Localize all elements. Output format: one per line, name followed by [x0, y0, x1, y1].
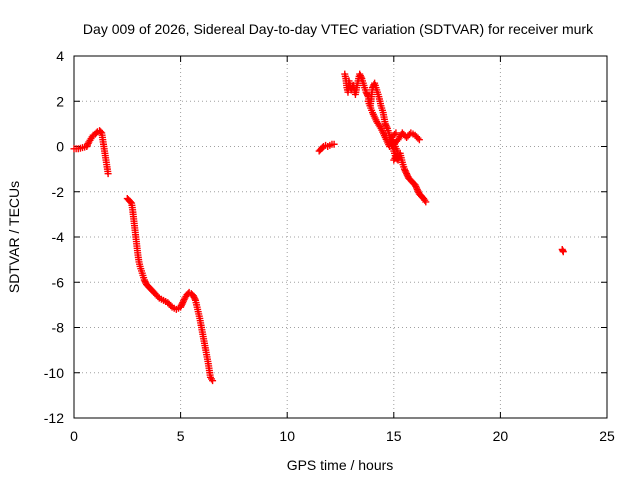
- y-tick-label: -8: [52, 320, 65, 336]
- data-point: [383, 123, 391, 131]
- data-point: [126, 198, 134, 206]
- data-point: [208, 375, 216, 383]
- plot-frame: [73, 55, 608, 419]
- y-tick-label: -10: [44, 365, 64, 381]
- axis-ticks: [73, 55, 608, 419]
- y-tick-label: -12: [44, 410, 64, 426]
- y-tick-label: -2: [52, 184, 65, 200]
- data-point: [97, 128, 105, 136]
- x-tick-label: 15: [386, 428, 402, 444]
- x-tick-label: 0: [70, 428, 78, 444]
- data-point: [391, 130, 399, 138]
- grid-lines: [74, 56, 607, 418]
- data-point: [209, 377, 217, 385]
- data-points: [70, 70, 567, 385]
- y-tick-labels: -12 -10 -8 -6 -4 -2 0 2 4: [44, 48, 64, 426]
- x-tick-label: 5: [177, 428, 185, 444]
- y-tick-label: 0: [56, 139, 64, 155]
- data-point: [414, 134, 422, 142]
- data-point: [167, 302, 175, 310]
- data-point: [415, 136, 423, 144]
- data-point: [154, 293, 162, 301]
- y-axis-title: SDTVAR / TECUs: [6, 181, 22, 293]
- y-tick-label: 2: [56, 93, 64, 109]
- data-point: [191, 295, 199, 303]
- y-tick-label: -4: [52, 229, 65, 245]
- data-point: [330, 140, 338, 148]
- y-tick-label: -6: [52, 274, 65, 290]
- data-point: [104, 170, 112, 178]
- x-tick-label: 10: [279, 428, 295, 444]
- y-tick-label: 4: [56, 48, 64, 64]
- x-tick-label: 25: [599, 428, 615, 444]
- x-tick-labels: 0 5 10 15 20 25: [70, 428, 615, 444]
- data-point: [357, 73, 365, 81]
- x-axis-title: GPS time / hours: [287, 457, 394, 473]
- data-point: [392, 129, 400, 137]
- data-point: [364, 91, 372, 99]
- data-point: [559, 248, 567, 256]
- chart-title: Day 009 of 2026, Sidereal Day-to-day VTE…: [83, 21, 594, 37]
- x-tick-label: 20: [493, 428, 509, 444]
- data-point: [422, 198, 430, 206]
